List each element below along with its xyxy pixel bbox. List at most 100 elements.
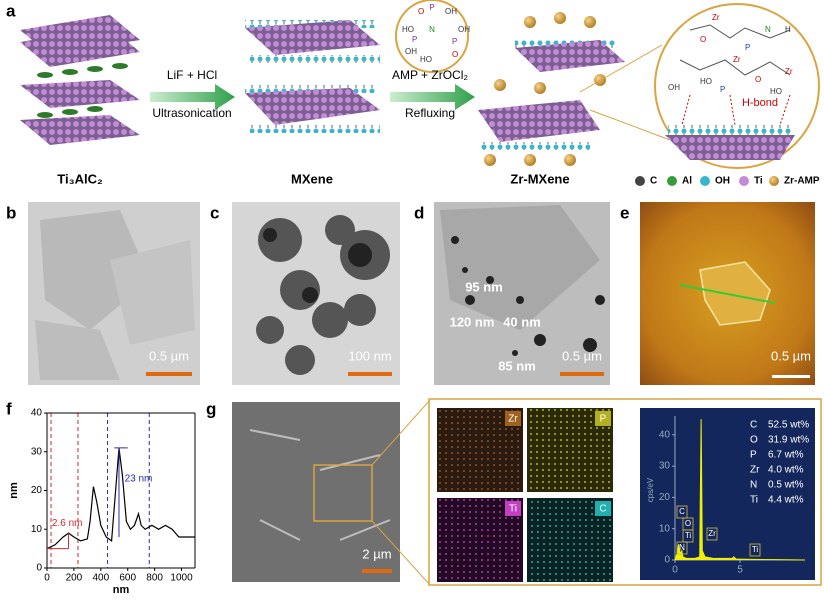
peak-box <box>682 529 694 543</box>
peak-label: C <box>679 507 685 516</box>
x-axis-label: nm <box>113 584 130 596</box>
peak-box <box>749 543 761 557</box>
y-tick-label: 40 <box>659 429 671 440</box>
scale-bar-label: 0.5 µm <box>562 348 602 363</box>
particle-size: 40 nm <box>503 314 541 329</box>
panel-label: f <box>6 399 12 418</box>
x-tick-label: 400 <box>92 573 109 584</box>
panel-label: b <box>6 203 16 222</box>
inset-surface <box>665 125 795 160</box>
x-tick-label: 0 <box>672 565 678 576</box>
scale-bar-label: 0.5 µm <box>771 348 811 363</box>
weight-percent: 4.0 wt% <box>768 465 804 476</box>
atom: Zr <box>733 55 741 64</box>
legend-label: Al <box>682 176 692 187</box>
tem-image-d <box>434 202 610 385</box>
atom: OH <box>458 25 470 34</box>
inset-molecule: Zr O P N H Zr OH HO P Zr HO O <box>668 13 793 96</box>
h-bond-label: H-bond <box>742 97 778 109</box>
y-tick-label: 10 <box>31 524 43 535</box>
amp-inset <box>395 0 469 73</box>
legend-label: OH <box>715 176 730 187</box>
zoom-line <box>371 399 431 466</box>
annotation: 23 nm <box>125 474 153 485</box>
spectrum-background <box>640 408 815 580</box>
spectrum-area <box>674 419 806 561</box>
element: Ti <box>750 495 758 506</box>
reagents: AMP + ZrOCl₂ <box>392 68 468 82</box>
peak-label: N <box>679 543 685 552</box>
panel-label: d <box>414 203 424 222</box>
peak-label: Ti <box>685 531 692 540</box>
y-tick-label: 30 <box>31 446 43 457</box>
zoom-line <box>589 109 671 141</box>
x-tick-label: 1000 <box>170 573 193 584</box>
mxene-structure <box>245 20 380 133</box>
atom: HO <box>770 87 782 96</box>
tem-image-b <box>28 202 200 385</box>
element: N <box>750 480 757 491</box>
arrow <box>390 84 475 110</box>
peak-box <box>676 505 688 519</box>
plot-area <box>47 413 195 568</box>
legend-label: Zr-AMP <box>784 176 820 187</box>
panel-label: a <box>6 1 16 20</box>
amp-molecule: P OH O N HO P OH HO P OH O <box>402 3 470 64</box>
scale-bar-label: 100 nm <box>348 348 391 363</box>
peak-box <box>676 541 688 555</box>
element: O <box>750 435 758 446</box>
atom: O <box>755 75 761 84</box>
y-tick-label: 10 <box>659 523 671 534</box>
zr-mxene-structure <box>478 12 625 166</box>
map-label: C <box>599 504 606 515</box>
x-tick-label: 0 <box>44 573 50 584</box>
eds-frame <box>428 398 822 586</box>
peak-label: Zr <box>708 529 716 538</box>
y-tick-label: 0 <box>36 563 42 574</box>
reagents: LiF + HCl <box>167 68 217 82</box>
panel-label: g <box>206 399 216 418</box>
weight-percent: 4.4 wt% <box>768 495 804 506</box>
atom: N <box>429 25 435 34</box>
y-tick-label: 20 <box>31 485 43 496</box>
atom: OH <box>668 83 680 92</box>
atom: O <box>452 50 458 59</box>
weight-percent: 0.5 wt% <box>768 480 804 491</box>
atom: P <box>429 3 434 12</box>
atom: H <box>785 25 791 34</box>
atom: P <box>745 43 750 52</box>
y-tick-label: 0 <box>664 555 670 566</box>
atom: Zr <box>712 13 720 22</box>
legend-label: Ti <box>754 176 763 187</box>
weight-percent: 31.9 wt% <box>768 435 809 446</box>
atom: O <box>700 35 706 44</box>
zoom-line <box>579 44 663 93</box>
stage-label: Zr-MXene <box>510 171 569 186</box>
particle-size: 120 nm <box>450 314 495 329</box>
atom: OH <box>445 7 457 16</box>
stage-label: MXene <box>291 171 333 186</box>
legend-label: C <box>650 176 657 187</box>
y-tick-label: 20 <box>659 492 671 503</box>
element: Zr <box>750 465 760 476</box>
height-profile-chart: 0 200 400 600 800 1000 0 10 20 30 40 nm nm 2.6 nm 23 n… <box>8 408 196 596</box>
stage-label: Ti₃AlC₂ <box>57 171 103 186</box>
peak-label: O <box>685 519 691 528</box>
atom: HO <box>420 55 432 64</box>
scale-bar-label: 2 µm <box>362 546 391 561</box>
x-tick-label: 600 <box>119 573 136 584</box>
y-tick-label: 30 <box>659 461 671 472</box>
atom: HO <box>700 77 712 86</box>
method: Ultrasonication <box>152 106 231 120</box>
map-label: P <box>600 414 607 425</box>
eds-maps <box>437 408 613 582</box>
atom: O <box>418 7 424 16</box>
scale-bar-label: 0.5 µm <box>149 348 189 363</box>
x-tick-label: 200 <box>66 573 83 584</box>
peak-box <box>706 527 718 541</box>
particle-size: 85 nm <box>498 358 536 373</box>
map-label: Ti <box>509 504 517 515</box>
atom: HO <box>402 25 414 34</box>
